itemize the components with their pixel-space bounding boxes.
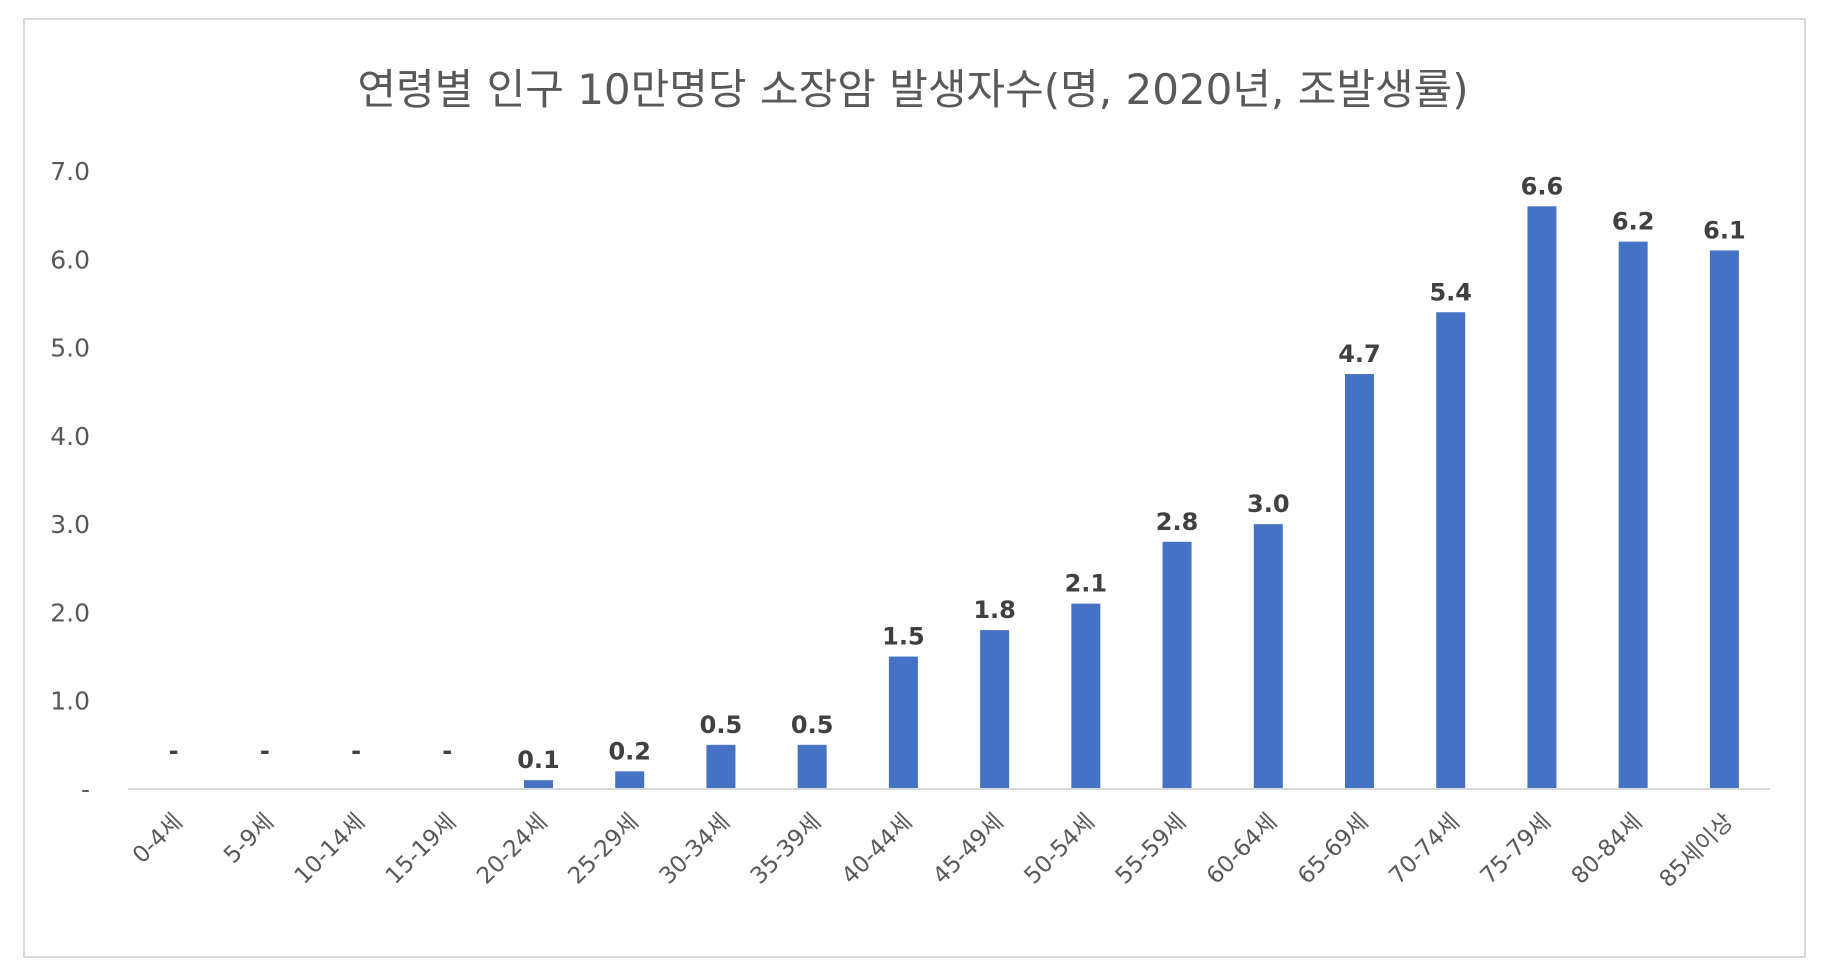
bar — [980, 630, 1010, 789]
x-tick-label: 75-79세 — [1476, 809, 1557, 890]
chart-title: 연령별 인구 10만명당 소장암 발생자수(명, 2020년, 조발생률) — [357, 65, 1468, 114]
data-label: 4.7 — [1338, 340, 1381, 368]
data-label: 6.2 — [1612, 208, 1655, 236]
data-label: 1.8 — [973, 596, 1016, 624]
data-label: 6.6 — [1521, 172, 1564, 200]
bar — [524, 780, 553, 789]
bar — [1345, 374, 1374, 789]
data-label: 5.4 — [1429, 278, 1472, 306]
x-axis: 0-4세 5-9세 10-14세 15-19세 20-24세 25-29세 30-34세 35… — [128, 788, 1770, 893]
data-label: 0.2 — [608, 737, 651, 765]
x-tick-label: 30-34세 — [655, 809, 736, 890]
bar — [615, 771, 645, 789]
data-label: 2.8 — [1156, 508, 1199, 536]
x-tick-label: 20-24세 — [472, 809, 553, 890]
y-tick-label: 3.0 — [50, 510, 90, 539]
bar — [1527, 206, 1557, 790]
data-label: - — [442, 737, 452, 765]
x-tick-label: 50-54세 — [1019, 809, 1100, 890]
data-label: 3.0 — [1247, 490, 1290, 518]
x-tick-label: 10-14세 — [290, 809, 371, 890]
chart-frame — [23, 18, 1806, 958]
data-label: 0.5 — [791, 711, 834, 739]
x-tick-label: 40-44세 — [837, 809, 918, 890]
y-tick-label: 5.0 — [50, 334, 90, 363]
bar — [1709, 250, 1739, 789]
y-tick-label: 6.0 — [50, 245, 90, 274]
data-label: 1.5 — [882, 623, 925, 651]
y-tick-label: - — [81, 775, 90, 804]
data-label: - — [169, 737, 179, 765]
bars — [524, 206, 1739, 790]
x-tick-label: 45-49세 — [928, 809, 1009, 890]
y-tick-label: 1.0 — [50, 687, 90, 716]
x-tick-label: 80-84세 — [1567, 809, 1648, 890]
y-tick-label: 7.0 — [50, 157, 90, 186]
x-tick-label: 35-39세 — [746, 809, 827, 890]
bar — [1436, 312, 1466, 789]
bar — [1162, 541, 1192, 789]
x-tick-label: 25-29세 — [563, 809, 644, 890]
bar — [888, 656, 918, 789]
bar — [1618, 241, 1648, 790]
data-label: 2.1 — [1065, 570, 1108, 598]
data-label: - — [260, 737, 270, 765]
bar — [1071, 603, 1101, 789]
data-label: 6.1 — [1703, 216, 1746, 244]
data-label: 0.1 — [517, 746, 560, 774]
bar — [797, 744, 827, 789]
x-tick-label: 15-19세 — [381, 809, 462, 890]
y-tick-label: 4.0 — [50, 422, 90, 451]
x-tick-label: 5-9세 — [219, 809, 279, 869]
data-label: 0.5 — [700, 711, 743, 739]
bar — [706, 744, 736, 789]
bar — [1253, 524, 1283, 789]
x-tick-label: 70-74세 — [1384, 809, 1465, 890]
data-labels: - - - - 0.1 0.2 0.5 0.5 1.5 1.8 2.1 2.8 3.0 4.7 5.4 6.6… — [169, 172, 1746, 774]
y-axis: - 1.0 2.0 3.0 4.0 5.0 6.0 7.0 — [50, 157, 90, 804]
data-label: - — [351, 737, 361, 765]
y-tick-label: 2.0 — [50, 598, 90, 627]
x-tick-label: 55-59세 — [1111, 809, 1192, 890]
x-tick-label: 60-64세 — [1202, 809, 1283, 890]
x-tick-label: 85세이상 — [1655, 809, 1739, 893]
x-tick-label: 65-69세 — [1293, 809, 1374, 890]
x-tick-label: 0-4세 — [128, 809, 188, 869]
